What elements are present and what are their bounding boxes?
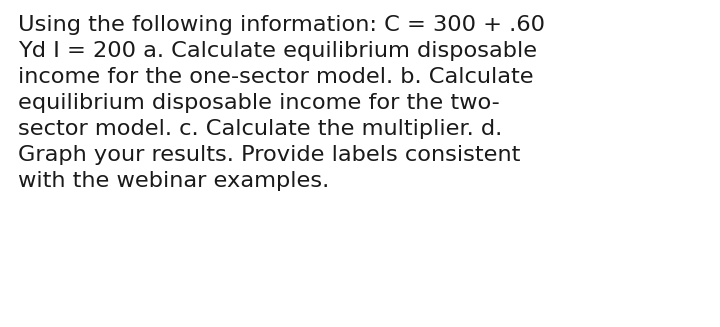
- Text: Using the following information: C = 300 + .60
Yd I = 200 a. Calculate equilibri: Using the following information: C = 300…: [18, 15, 545, 192]
